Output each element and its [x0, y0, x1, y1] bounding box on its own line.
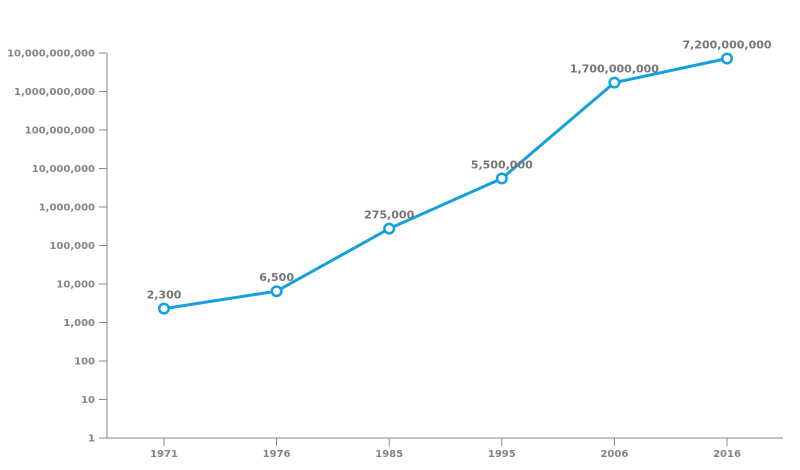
x-axis-tick-label: 1995 [488, 449, 516, 460]
y-axis-tick-label: 100,000 [49, 241, 95, 252]
x-axis-tick-label: 2016 [713, 449, 741, 460]
data-point-marker [721, 52, 733, 65]
x-axis-tick-label: 2006 [600, 449, 628, 460]
y-axis-tick-label: 100 [74, 357, 95, 368]
data-point-marker [383, 222, 396, 235]
y-axis-tick-label: 10,000,000,000 [7, 49, 95, 60]
data-point-label: 6,500 [259, 271, 294, 284]
y-axis-tick-label: 10 [81, 395, 95, 406]
data-point-label: 7,200,000,000 [682, 38, 771, 51]
data-point-label: 5,500,000 [471, 158, 533, 171]
x-axis-tick-label: 1985 [375, 449, 403, 460]
x-axis-tick-label: 1976 [263, 449, 291, 460]
x-axis-tick-label: 1971 [150, 449, 178, 460]
data-point-marker [270, 285, 283, 298]
series-line [162, 57, 729, 311]
y-axis-tick-label: 1 [88, 434, 95, 445]
data-point-label: 2,300 [147, 289, 182, 302]
data-point-label: 1,700,000,000 [570, 63, 659, 76]
y-axis-tick-label: 1,000,000 [39, 203, 95, 214]
data-point-label: 275,000 [364, 209, 414, 222]
data-point-marker [158, 302, 170, 315]
y-axis-tick-label: 1,000 [63, 318, 95, 329]
data-point-marker [495, 172, 508, 185]
y-axis-tick-label: 1,000,000,000 [14, 87, 95, 98]
data-point-marker [608, 76, 621, 89]
y-axis-tick-label: 10,000,000 [32, 164, 95, 175]
y-axis-tick-label: 100,000,000 [25, 126, 95, 137]
y-axis-tick-label: 10,000 [56, 280, 95, 291]
